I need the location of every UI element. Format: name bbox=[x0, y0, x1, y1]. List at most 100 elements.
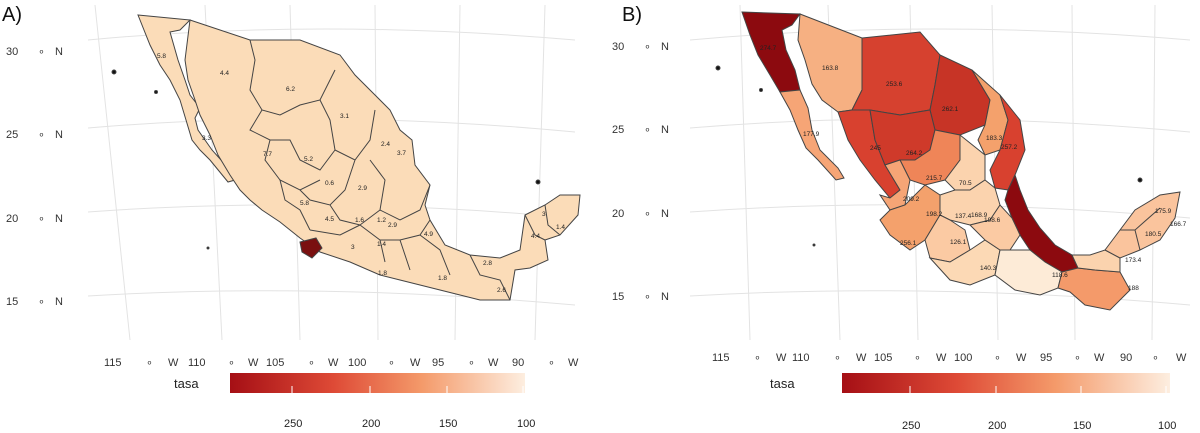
island bbox=[759, 88, 763, 92]
svg-text:∘: ∘ bbox=[228, 357, 235, 369]
lat-label: 20 bbox=[612, 208, 624, 220]
svg-text:∘: ∘ bbox=[644, 41, 651, 53]
state-label: 118.6 bbox=[1052, 272, 1068, 279]
lon-label: 110 bbox=[188, 357, 206, 369]
state-label: 5.8 bbox=[157, 53, 166, 60]
state-label: 7.7 bbox=[263, 151, 272, 158]
svg-text:N: N bbox=[661, 208, 669, 220]
svg-text:∘: ∘ bbox=[38, 129, 45, 141]
state-region bbox=[851, 31, 941, 116]
state-label: 253.6 bbox=[886, 81, 903, 88]
state-label: 274.7 bbox=[760, 45, 777, 52]
svg-text:∘: ∘ bbox=[754, 352, 761, 364]
svg-text:W: W bbox=[410, 357, 421, 369]
legend-tick: 100 bbox=[517, 418, 535, 430]
state-region bbox=[929, 54, 991, 136]
lat-labels: 30 ∘ N 25 ∘ N 20 ∘ N 15 ∘ N bbox=[6, 46, 63, 308]
state-region bbox=[1104, 191, 1181, 259]
state-label: 2.9 bbox=[358, 185, 367, 192]
legend-a: tasa 250 200 150 100 bbox=[174, 373, 535, 430]
state-label: 2.4 bbox=[381, 141, 390, 148]
state-label: 1.8 bbox=[438, 275, 447, 282]
legend-tick: 200 bbox=[362, 418, 380, 430]
state-label: 5.2 bbox=[304, 156, 313, 163]
svg-text:∘: ∘ bbox=[994, 352, 1001, 364]
state-label: 126.1 bbox=[950, 239, 967, 246]
map-a-svg: 30 ∘ N 25 ∘ N 20 ∘ N 15 ∘ N 115 ∘ W 110 … bbox=[6, 4, 581, 430]
lat-label: 30 bbox=[612, 41, 624, 53]
legend-colorbar bbox=[230, 373, 525, 393]
state-label: 4.9 bbox=[424, 231, 433, 238]
island bbox=[111, 69, 117, 75]
lat-label: 15 bbox=[6, 296, 18, 308]
state-label: 3.3 bbox=[202, 135, 211, 142]
state-label: 2.6 bbox=[497, 287, 506, 294]
legend-tick: 150 bbox=[439, 418, 457, 430]
state-label: 3.1 bbox=[340, 113, 349, 120]
state-label: 3 bbox=[351, 244, 355, 251]
state-label: 257.2 bbox=[1001, 144, 1018, 151]
state-labels-a: 5.8 4.4 6.2 3.1 3.3 2.4 3.7 7.7 5.2 0.6 … bbox=[157, 53, 565, 294]
legend-tick: 200 bbox=[988, 420, 1006, 432]
state-label: 209.2 bbox=[903, 196, 920, 203]
state-label: 175.9 bbox=[1155, 208, 1172, 215]
state-label: 3.7 bbox=[397, 150, 406, 157]
state-region bbox=[779, 89, 845, 181]
lon-label: 115 bbox=[712, 352, 730, 364]
svg-text:∘: ∘ bbox=[388, 357, 395, 369]
svg-text:N: N bbox=[55, 46, 63, 58]
state-label: 256.1 bbox=[900, 240, 917, 247]
svg-text:W: W bbox=[248, 357, 259, 369]
state-label: 198.6 bbox=[984, 217, 1001, 224]
lat-label: 15 bbox=[612, 291, 624, 303]
state-label: 198.2 bbox=[926, 211, 943, 218]
state-label: 1.8 bbox=[378, 270, 387, 277]
lat-label: 20 bbox=[6, 213, 18, 225]
panel-label: A) bbox=[2, 4, 22, 26]
state-label: 137.4 bbox=[955, 213, 972, 220]
svg-text:∘: ∘ bbox=[548, 357, 555, 369]
lon-labels: 115 ∘ W 110 ∘ W 105 ∘ W 100 ∘ W 95 ∘ W 9… bbox=[104, 357, 579, 369]
svg-text:∘: ∘ bbox=[38, 213, 45, 225]
legend-colorbar bbox=[842, 373, 1170, 393]
legend-tick: 150 bbox=[1073, 420, 1091, 432]
lon-label: 100 bbox=[348, 357, 366, 369]
svg-text:W: W bbox=[776, 352, 787, 364]
svg-text:∘: ∘ bbox=[38, 296, 45, 308]
svg-text:W: W bbox=[936, 352, 947, 364]
legend-tick: 250 bbox=[902, 420, 920, 432]
svg-text:N: N bbox=[55, 129, 63, 141]
state-label: 3 bbox=[542, 211, 546, 218]
svg-text:∘: ∘ bbox=[38, 46, 45, 58]
state-region bbox=[184, 19, 581, 301]
state-label: 188 bbox=[1128, 285, 1139, 292]
svg-text:W: W bbox=[1176, 352, 1187, 364]
svg-text:W: W bbox=[568, 357, 579, 369]
lon-label: 105 bbox=[266, 357, 284, 369]
state-label: 168.9 bbox=[971, 212, 988, 219]
svg-text:∘: ∘ bbox=[834, 352, 841, 364]
svg-text:N: N bbox=[661, 41, 669, 53]
state-label: 1.2 bbox=[377, 217, 386, 224]
svg-text:N: N bbox=[55, 213, 63, 225]
state-label: 4.4 bbox=[220, 70, 229, 77]
map-b-svg: 30 ∘ N 25 ∘ N 20 ∘ N 15 ∘ N 115 ∘ W 110 … bbox=[612, 4, 1191, 432]
lon-labels: 115 ∘ W 110 ∘ W 105 ∘ W 100 ∘ W 95 ∘ W 9… bbox=[712, 352, 1187, 364]
state-label: 140.3 bbox=[980, 265, 997, 272]
island bbox=[535, 179, 541, 185]
lat-labels: 30 ∘ N 25 ∘ N 20 ∘ N 15 ∘ N bbox=[612, 41, 669, 303]
lon-label: 95 bbox=[432, 357, 444, 369]
state-region bbox=[1057, 267, 1131, 311]
state-label: 1.6 bbox=[355, 217, 364, 224]
state-label: 264.2 bbox=[906, 150, 923, 157]
svg-text:∘: ∘ bbox=[1074, 352, 1081, 364]
panel-label: B) bbox=[622, 4, 642, 26]
svg-text:∘: ∘ bbox=[1152, 352, 1159, 364]
island bbox=[1137, 177, 1143, 183]
state-label: 1.4 bbox=[377, 241, 386, 248]
svg-text:W: W bbox=[168, 357, 179, 369]
svg-text:∘: ∘ bbox=[146, 357, 153, 369]
svg-text:∘: ∘ bbox=[644, 291, 651, 303]
state-label: 183.3 bbox=[986, 135, 1003, 142]
state-label: 262.1 bbox=[942, 106, 959, 113]
